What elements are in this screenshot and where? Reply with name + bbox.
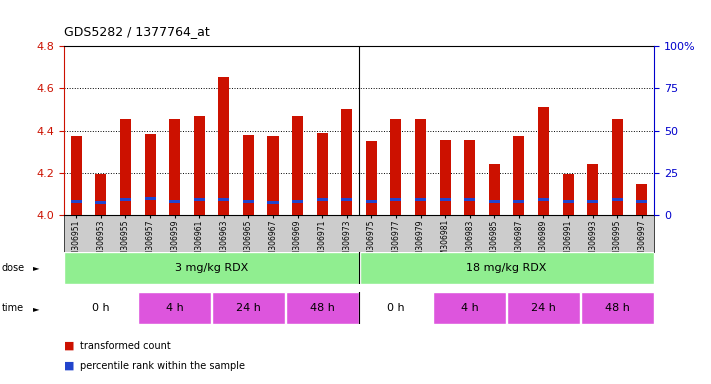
Text: ■: ■: [64, 361, 75, 371]
Bar: [193, 198, 205, 200]
Bar: [341, 109, 352, 215]
Bar: [144, 134, 156, 215]
Bar: [464, 198, 475, 200]
Bar: [538, 198, 549, 200]
Text: 24 h: 24 h: [236, 303, 261, 313]
Bar: [513, 136, 525, 215]
Text: transformed count: transformed count: [80, 341, 171, 351]
Bar: [611, 198, 623, 200]
Bar: [71, 200, 82, 203]
Bar: [415, 119, 426, 215]
Bar: [507, 293, 580, 324]
Bar: [316, 133, 328, 215]
Bar: [636, 184, 647, 215]
Bar: [169, 119, 180, 215]
Bar: [439, 140, 451, 215]
Bar: [218, 77, 230, 215]
Text: percentile rank within the sample: percentile rank within the sample: [80, 361, 245, 371]
Text: 24 h: 24 h: [531, 303, 556, 313]
Bar: [169, 200, 180, 203]
Bar: [286, 293, 358, 324]
Text: ►: ►: [33, 304, 39, 313]
Text: ■: ■: [64, 341, 75, 351]
Bar: [390, 119, 402, 215]
Bar: [538, 107, 549, 215]
Bar: [95, 174, 107, 215]
Bar: [366, 141, 377, 215]
Bar: [513, 200, 525, 203]
Bar: [415, 198, 426, 200]
Text: 3 mg/kg RDX: 3 mg/kg RDX: [175, 263, 248, 273]
Bar: [243, 135, 254, 215]
Bar: [218, 198, 230, 200]
Bar: [193, 116, 205, 215]
Bar: [611, 119, 623, 215]
Bar: [120, 198, 131, 200]
Bar: [65, 293, 137, 324]
Text: 48 h: 48 h: [310, 303, 335, 313]
Bar: [267, 136, 279, 215]
Bar: [587, 200, 598, 203]
Text: time: time: [1, 303, 23, 313]
Text: 4 h: 4 h: [166, 303, 183, 313]
Bar: [95, 201, 107, 204]
Bar: [243, 200, 254, 203]
Bar: [488, 200, 500, 203]
Bar: [562, 174, 574, 215]
Bar: [464, 140, 475, 215]
Bar: [439, 198, 451, 200]
Bar: [65, 252, 358, 283]
Text: 4 h: 4 h: [461, 303, 479, 313]
Bar: [144, 197, 156, 200]
Bar: [390, 198, 402, 200]
Bar: [316, 198, 328, 200]
Text: GDS5282 / 1377764_at: GDS5282 / 1377764_at: [64, 25, 210, 38]
Bar: [581, 293, 653, 324]
Text: 18 mg/kg RDX: 18 mg/kg RDX: [466, 263, 547, 273]
Text: dose: dose: [1, 263, 25, 273]
Bar: [292, 200, 303, 203]
Text: 0 h: 0 h: [387, 303, 405, 313]
Bar: [360, 252, 653, 283]
Bar: [360, 293, 432, 324]
Bar: [292, 116, 303, 215]
Bar: [562, 200, 574, 203]
Bar: [341, 198, 352, 200]
Bar: [433, 293, 506, 324]
Bar: [366, 200, 377, 203]
Bar: [138, 293, 211, 324]
Bar: [71, 136, 82, 215]
Bar: [267, 201, 279, 204]
Bar: [636, 200, 647, 203]
Bar: [212, 293, 285, 324]
Bar: [120, 119, 131, 215]
Bar: [488, 164, 500, 215]
Bar: [587, 164, 598, 215]
Text: 0 h: 0 h: [92, 303, 109, 313]
Text: ►: ►: [33, 263, 39, 272]
Text: 48 h: 48 h: [605, 303, 630, 313]
